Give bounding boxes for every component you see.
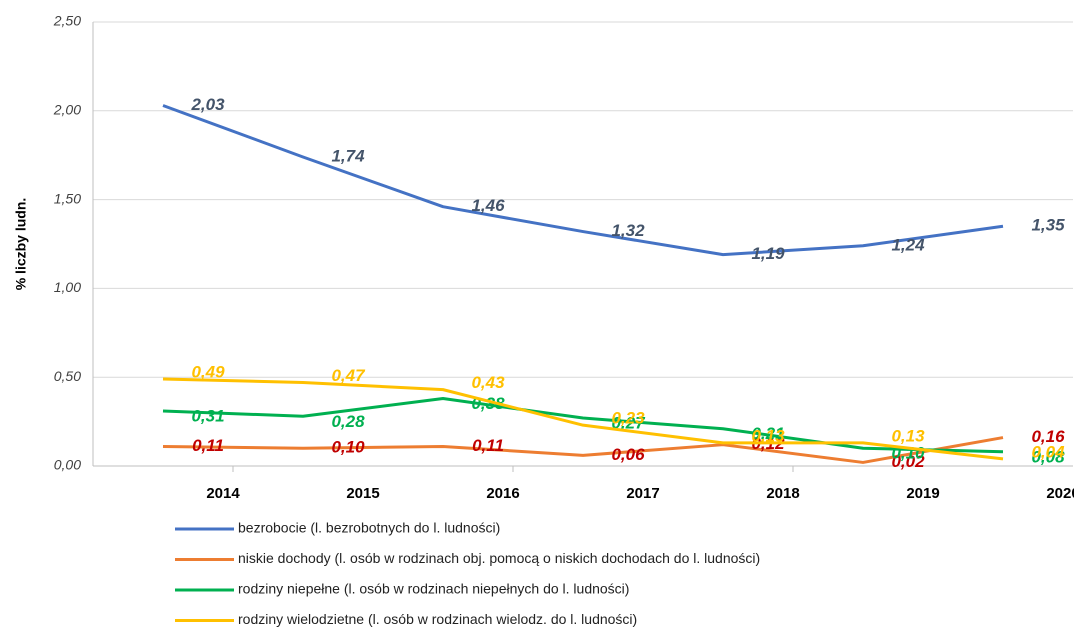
legend-label: rodziny wielodzietne (l. osób w rodzinac…: [238, 611, 637, 627]
x-tick-label: 2018: [766, 485, 799, 502]
y-tick-label: 0,50: [54, 368, 81, 384]
y-tick-label: 2,00: [53, 102, 81, 118]
y-tick-label: 1,50: [54, 190, 81, 206]
x-tick-label: 2017: [626, 485, 659, 502]
series-line: [162, 397, 1004, 454]
data-label: 0,11: [192, 436, 224, 455]
data-label: 1,46: [471, 196, 505, 215]
data-label: 0,11: [472, 436, 504, 455]
series-line: [162, 104, 1004, 257]
data-label: 0,13: [751, 426, 785, 445]
data-label: 2,03: [190, 95, 225, 114]
series-line: [162, 436, 1004, 464]
y-tick-label: 1,00: [54, 279, 81, 295]
data-label: 0,28: [331, 412, 365, 431]
data-label: 0,08: [1031, 447, 1065, 466]
data-label: 0,04: [1031, 442, 1065, 461]
data-label: 0,16: [1031, 427, 1065, 446]
legend-label: rodziny niepełne (l. osób w rodzinach ni…: [238, 581, 629, 597]
data-label: 0,10: [331, 438, 365, 457]
data-label: 0,23: [611, 409, 645, 428]
legend-label: niskie dochody (l. osób w rodzinach obj.…: [238, 550, 760, 566]
x-tick-label: 2014: [206, 485, 240, 502]
data-label: 1,74: [331, 146, 365, 165]
data-label: 0,43: [471, 373, 505, 392]
data-label: 0,47: [331, 366, 366, 385]
x-tick-label: 2020: [1046, 485, 1074, 502]
series-line: [162, 377, 1004, 461]
data-label: 1,32: [611, 221, 645, 240]
y-tick-label: 0,00: [54, 457, 81, 473]
data-label: 0,49: [191, 362, 225, 381]
y-axis-title: % liczby ludn.: [13, 198, 29, 291]
data-label: 0,02: [891, 452, 925, 471]
x-tick-label: 2019: [906, 485, 939, 502]
data-label: 0,21: [751, 424, 784, 443]
x-tick-label: 2015: [346, 485, 379, 502]
data-label: 0,13: [891, 426, 925, 445]
data-label: 1,35: [1031, 216, 1065, 235]
data-label: 0,06: [611, 445, 645, 464]
data-label: 1,19: [751, 244, 785, 263]
legend-label: bezrobocie (l. bezrobotnych do l. ludnoś…: [238, 520, 500, 536]
data-label: 0.27: [611, 414, 646, 433]
y-tick-label: 2,50: [53, 13, 81, 29]
data-label: 1,24: [891, 235, 925, 254]
data-label: 0,31: [191, 406, 224, 425]
x-tick-label: 2016: [486, 485, 519, 502]
